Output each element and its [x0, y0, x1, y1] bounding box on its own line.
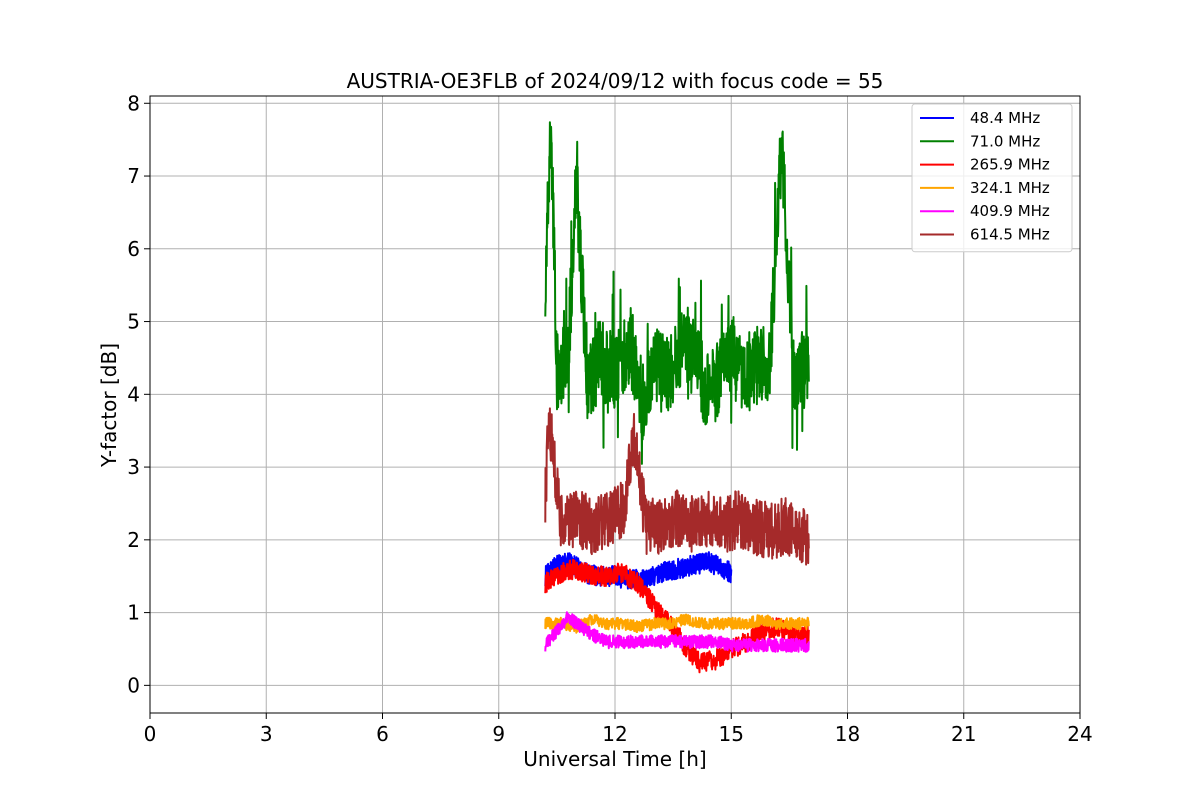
- legend: 48.4 MHz 71.0 MHz 265.9 MHz 324.1 MHz 409.9…: [911, 103, 1073, 253]
- y-axis: 0 1 2 3 4 5 6 7 8: [127, 91, 150, 697]
- series-line: [544, 611, 810, 653]
- x-tick-label: 15: [719, 722, 744, 746]
- y-tick-label: 7: [127, 164, 140, 188]
- legend-label: 265.9 MHz: [970, 156, 1050, 174]
- y-tick-label: 5: [127, 310, 140, 334]
- legend-label: 614.5 MHz: [970, 226, 1050, 244]
- x-tick-label: 12: [602, 722, 627, 746]
- series-layer: [544, 121, 810, 674]
- x-tick-label: 9: [492, 722, 505, 746]
- y-axis-title: Y-factor [dB]: [97, 343, 121, 468]
- y-tick-label: 6: [127, 237, 140, 261]
- y-tick-label: 1: [127, 601, 140, 625]
- x-tick-label: 21: [951, 722, 976, 746]
- legend-label: 409.9 MHz: [970, 202, 1050, 220]
- y-tick-label: 0: [127, 673, 140, 697]
- y-tick-label: 4: [127, 382, 140, 406]
- legend-label: 324.1 MHz: [970, 179, 1050, 197]
- legend-label: 48.4 MHz: [970, 109, 1040, 127]
- x-tick-label: 24: [1067, 722, 1092, 746]
- y-tick-label: 3: [127, 455, 140, 479]
- y-tick-label: 8: [127, 91, 140, 115]
- legend-label: 71.0 MHz: [970, 132, 1040, 150]
- x-tick-label: 3: [260, 722, 273, 746]
- x-axis: 0 3 6 9 12 15 18 21 24: [144, 713, 1093, 746]
- x-tick-label: 6: [376, 722, 389, 746]
- x-axis-title: Universal Time [h]: [523, 747, 706, 771]
- series-line: [544, 613, 810, 634]
- series-line: [544, 121, 810, 465]
- chart-title: AUSTRIA-OE3FLB of 2024/09/12 with focus …: [347, 69, 884, 93]
- y-tick-label: 2: [127, 528, 140, 552]
- series-line: [544, 407, 810, 566]
- x-tick-label: 18: [835, 722, 860, 746]
- x-tick-label: 0: [144, 722, 157, 746]
